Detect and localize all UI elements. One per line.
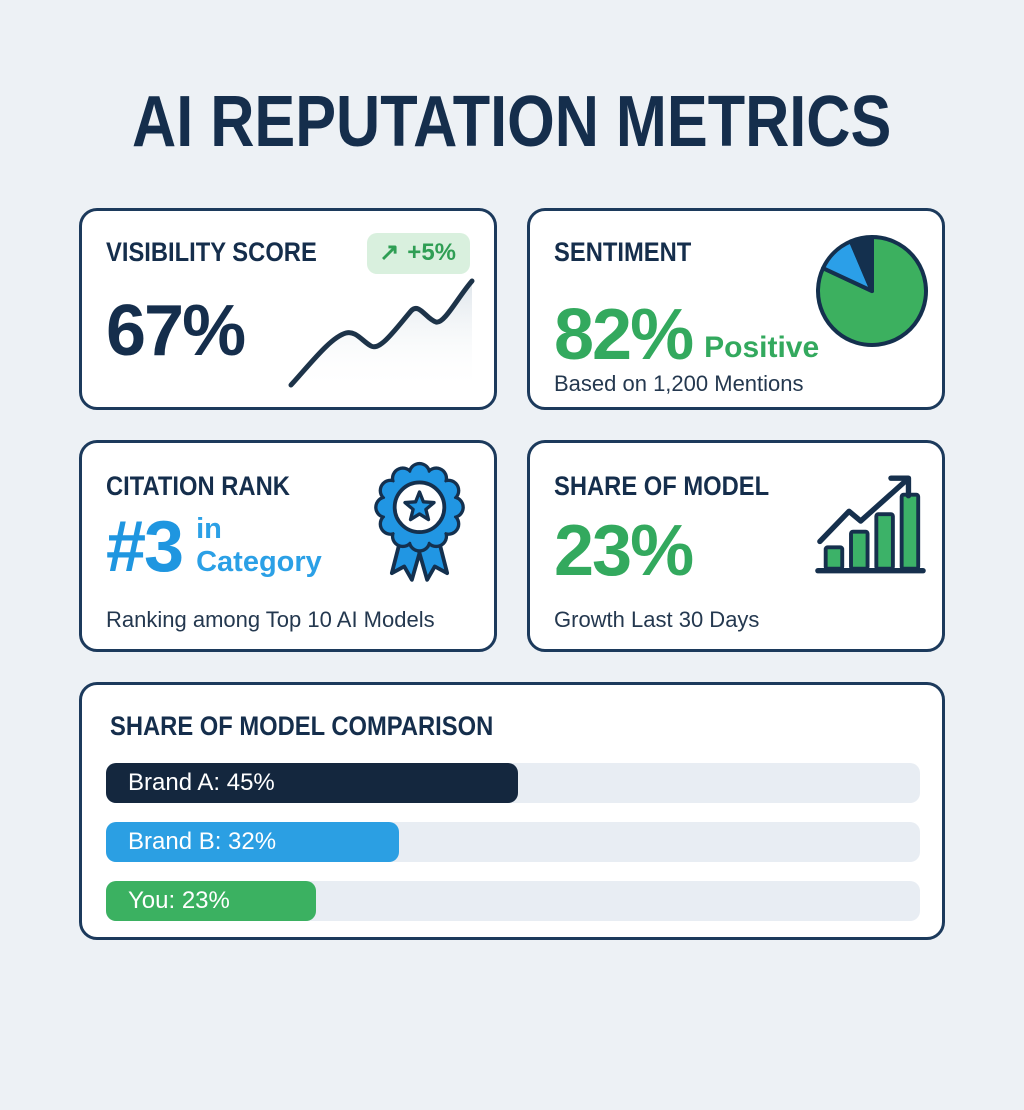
sentiment-value-row: 82% Positive bbox=[554, 299, 819, 371]
visibility-score-card: VISIBILITY SCORE ↗ +5% 67% bbox=[79, 208, 497, 410]
sentiment-pie-chart bbox=[816, 235, 928, 347]
bar-track-brand-b: Brand B: 32% bbox=[106, 822, 920, 862]
bar-label-you: You: 23% bbox=[128, 887, 230, 914]
bar-fill-brand-a: Brand A: 45% bbox=[106, 763, 518, 803]
share-of-model-value: 23% bbox=[554, 511, 694, 591]
citation-rank-title: CITATION RANK bbox=[106, 471, 290, 501]
sentiment-subtitle: Based on 1,200 Mentions bbox=[554, 371, 804, 396]
bar-track-you: You: 23% bbox=[106, 881, 920, 921]
dashboard-content: VISIBILITY SCORE ↗ +5% 67% SENTIMENT bbox=[79, 208, 945, 940]
trend-badge-label: +5% bbox=[407, 238, 456, 266]
trend-badge: ↗ +5% bbox=[367, 233, 470, 274]
sentiment-value-suffix: Positive bbox=[704, 331, 820, 364]
citation-subtitle: Ranking among Top 10 AI Models bbox=[106, 607, 435, 632]
comparison-bars: Brand A: 45% Brand B: 32% You: 23% bbox=[106, 763, 920, 940]
sentiment-card: SENTIMENT 82% Positive Based on 1,200 Me… bbox=[527, 208, 945, 410]
trend-up-arrow-icon: ↗ bbox=[379, 239, 400, 266]
metrics-grid: VISIBILITY SCORE ↗ +5% 67% SENTIMENT bbox=[79, 208, 945, 652]
visibility-score-value: 67% bbox=[106, 291, 246, 371]
bar-track-brand-a: Brand A: 45% bbox=[106, 763, 920, 803]
citation-rank-value: #3 bbox=[106, 507, 184, 587]
bar-label-brand-a: Brand A: 45% bbox=[128, 769, 275, 796]
share-of-model-title: SHARE OF MODEL bbox=[554, 471, 770, 501]
bar-fill-brand-b: Brand B: 32% bbox=[106, 822, 399, 862]
growth-bar-chart-icon bbox=[815, 475, 926, 574]
citation-suffix-line2: Category bbox=[196, 546, 322, 578]
share-of-model-comparison-card: SHARE OF MODEL COMPARISON Brand A: 45% B… bbox=[79, 682, 945, 940]
award-ribbon-icon bbox=[374, 461, 465, 582]
sentiment-value: 82% bbox=[554, 295, 694, 375]
bar-label-brand-b: Brand B: 32% bbox=[128, 828, 277, 855]
citation-rank-suffix: in Category bbox=[196, 513, 322, 582]
share-of-model-card: SHARE OF MODEL 23% Growth Last 30 Days bbox=[527, 440, 945, 652]
citation-rank-card: CITATION RANK #3 in Category Ranking amo… bbox=[79, 440, 497, 652]
share-of-model-subtitle: Growth Last 30 Days bbox=[554, 607, 760, 632]
bar-fill-you: You: 23% bbox=[106, 881, 317, 921]
citation-suffix-line1: in bbox=[196, 512, 222, 545]
citation-value-row: #3 in Category bbox=[106, 511, 322, 583]
sentiment-title: SENTIMENT bbox=[554, 237, 692, 267]
visibility-score-title: VISIBILITY SCORE bbox=[106, 237, 317, 267]
page-title: AI REPUTATION METRICS bbox=[132, 82, 892, 162]
sparkline-chart bbox=[288, 278, 475, 391]
comparison-title: SHARE OF MODEL COMPARISON bbox=[110, 711, 494, 741]
